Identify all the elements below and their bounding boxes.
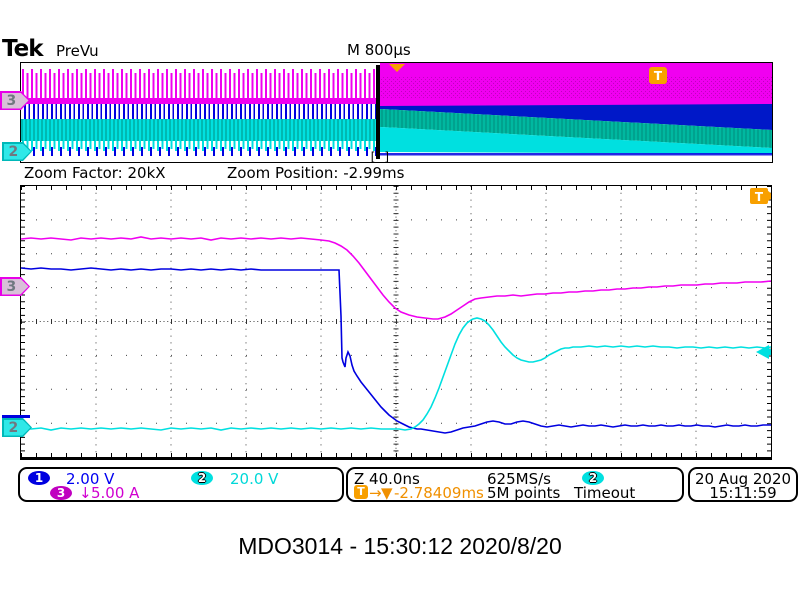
ch3-badge[interactable]: 3 <box>50 486 72 500</box>
overview-waveform-graphic: [ ] T <box>21 63 772 162</box>
main-trigger-flag-label: T <box>755 190 764 204</box>
overview-waveform-window: [ ] T <box>20 62 773 163</box>
trigger-slope-icon: ▼ <box>381 484 393 502</box>
overview-pwm-burst-region <box>21 63 377 162</box>
date-readout: 20 Aug 2020 <box>694 470 792 488</box>
ch1-position-dash <box>2 415 30 418</box>
ch3-trace <box>21 236 771 320</box>
main-ch2-marker[interactable]: 2 <box>2 418 32 437</box>
overview-ch3-marker: 3 <box>0 91 30 110</box>
ch2-level-arrow-tail <box>765 349 771 355</box>
tek-logo: Tek <box>2 36 44 62</box>
trigger-arrow-icon: → <box>369 484 382 502</box>
main-timebase-label: M 800µs <box>347 41 411 59</box>
trigger-t-icon: T <box>354 485 368 499</box>
datetime-box[interactable]: 20 Aug 2020 15:11:59 <box>688 467 798 502</box>
horizontal-trigger-readout-box[interactable]: Z 40.0ns T → ▼ -2.78409ms 625MS/s 5M poi… <box>346 467 684 502</box>
ch2-scale-readout: 20.0 V <box>230 470 279 488</box>
main-ch3-marker-label: 3 <box>1 278 29 295</box>
record-length-readout: 5M points <box>487 484 561 502</box>
overview-trigger-flag: T <box>649 67 667 84</box>
trigger-position-icon <box>389 64 405 72</box>
sample-rate-readout: 625MS/s <box>487 470 551 488</box>
main-ch2-marker-label: 2 <box>3 419 31 436</box>
ch3-scale-readout: 5.00 A <box>91 484 140 502</box>
channel-readout-box[interactable]: 1 2.00 V 2 20.0 V 3 ↓ 5.00 A <box>18 467 344 502</box>
acquisition-mode-label: PreVu <box>56 42 99 60</box>
main-waveform-graphic: T <box>21 186 771 457</box>
time-readout: 15:11:59 <box>709 484 777 502</box>
trigger-type-readout: Timeout <box>574 484 636 502</box>
ch1-badge[interactable]: 1 <box>28 471 50 485</box>
main-ch3-marker[interactable]: 3 <box>0 277 30 296</box>
main-trigger-flag: T <box>750 188 771 204</box>
zoom-window-bracket: [ ] <box>369 150 391 162</box>
ch1-trace <box>21 267 771 434</box>
overview-ch2-marker: 2 <box>2 142 32 161</box>
zoom-position-label: Zoom Position: -2.99ms <box>227 164 405 182</box>
ch2-trace <box>21 317 771 431</box>
ch3-invert-arrow: ↓ <box>79 484 92 502</box>
hardcopy-caption: MDO3014 - 15:30:12 2020/8/20 <box>238 533 562 559</box>
trigger-position-readout: -2.78409ms <box>394 484 484 502</box>
zoom-window-bar[interactable] <box>376 65 380 159</box>
ch1-scale-readout: 2.00 V <box>66 470 115 488</box>
overview-ch3-marker-label: 3 <box>1 92 29 109</box>
graticule <box>21 186 771 457</box>
overview-ch2-marker-label: 2 <box>3 143 31 160</box>
ch2-level-arrow-icon <box>756 345 769 359</box>
overview-trigger-flag-label: T <box>654 69 663 83</box>
overview-post-trigger-region <box>380 63 772 156</box>
main-waveform-window: T <box>20 185 772 460</box>
zoom-factor-label: Zoom Factor: 20kX <box>24 164 166 182</box>
trigger-source-badge[interactable]: 2 <box>582 471 604 485</box>
ch2-badge[interactable]: 2 <box>191 471 213 485</box>
zoom-timebase-readout: Z 40.0ns <box>354 470 420 488</box>
